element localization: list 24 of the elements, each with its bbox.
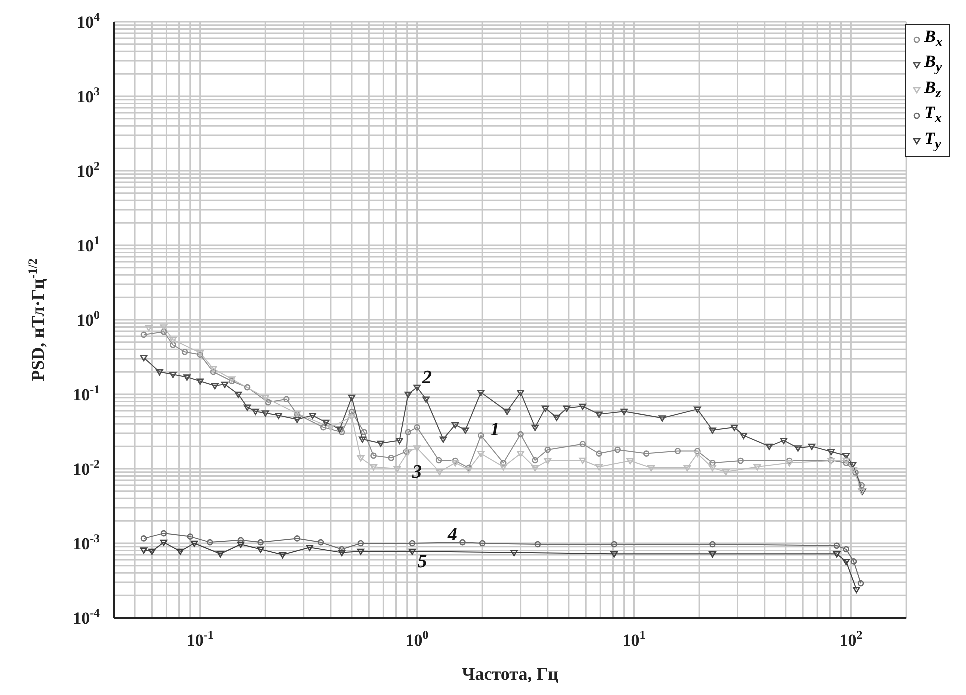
annotation: 2 bbox=[422, 368, 433, 389]
x-tick-label: 10$^{-1}$ bbox=[186, 628, 214, 650]
y-tick-label: 10$^{-3}$ bbox=[73, 532, 100, 554]
x-axis-title: Частота, Гц bbox=[462, 664, 560, 684]
y-tick-label: 10$^{-1}$ bbox=[73, 382, 100, 404]
annotation: 1 bbox=[490, 420, 500, 441]
x-tick-label: 10$^{2}$ bbox=[840, 628, 863, 650]
x-tick-label: 10$^{1}$ bbox=[622, 628, 646, 650]
y-tick-label: 10$^{1}$ bbox=[77, 234, 100, 256]
x-tick-label: 10$^{0}$ bbox=[406, 628, 429, 650]
legend-label: B$_{x}$ bbox=[924, 27, 943, 52]
y-tick-label: 10$^{-4}$ bbox=[73, 606, 100, 628]
y-tick-label: 10$^{-2}$ bbox=[73, 457, 100, 479]
annotation: 5 bbox=[418, 552, 428, 573]
y-tick-label: 10$^{0}$ bbox=[77, 308, 100, 330]
legend-label: T$_{y}$ bbox=[924, 128, 942, 154]
legend-label: B$_{z}$ bbox=[924, 78, 942, 104]
legend-label: T$_{x}$ bbox=[924, 103, 942, 129]
annotation: 3 bbox=[412, 462, 422, 484]
y-tick-label: 10$^{3}$ bbox=[77, 84, 100, 106]
annotation: 4 bbox=[446, 524, 458, 546]
y-tick-label: 10$^{4}$ bbox=[77, 10, 100, 32]
legend-label: B$_{y}$ bbox=[924, 52, 942, 78]
y-tick-label: 10$^{2}$ bbox=[77, 159, 100, 181]
